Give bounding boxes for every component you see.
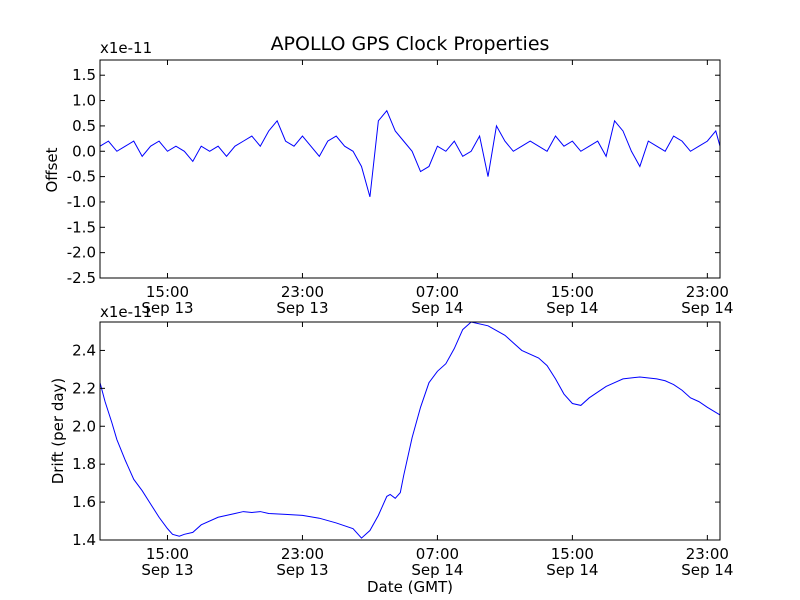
drift-x-tick-time-label: 07:00 [416,545,459,563]
offset-panel: APOLLO GPS Clock Properties x1e-11 Offse… [43,33,733,317]
offset-x-tick-date-label: Sep 14 [411,299,463,317]
offset-series-line [99,109,721,198]
drift-x-tick-date-label: Sep 14 [546,561,598,579]
offset-y-tick-label: -2.5 [67,269,96,287]
offset-x-tick-time-label: 23:00 [281,283,324,301]
offset-x-tick-date-label: Sep 14 [681,299,733,317]
drift-y-tick-label: 1.8 [72,455,96,473]
drift-x-tick-time-label: 23:00 [281,545,324,563]
drift-y-tick-label: 2.0 [72,417,96,435]
offset-plot-area: -2.5-2.0-1.5-1.0-0.50.00.51.01.515:00Sep… [67,59,733,317]
offset-y-tick-label: -2.0 [67,244,96,262]
drift-x-tick-date-label: Sep 13 [276,561,328,579]
offset-ticks: -2.5-2.0-1.5-1.0-0.50.00.51.01.515:00Sep… [67,60,733,317]
offset-y-tick-label: 1.0 [72,92,96,110]
chart-title: APOLLO GPS Clock Properties [271,33,550,55]
drift-y-tick-label: 2.4 [72,341,96,359]
drift-y-tick-label: 1.6 [72,493,96,511]
offset-x-tick-time-label: 23:00 [686,283,729,301]
offset-y-tick-label: -0.5 [67,168,96,186]
offset-y-axis-label: Offset [43,147,61,192]
offset-x-tick-time-label: 15:00 [146,283,189,301]
drift-scale-label: x1e-11 [100,303,152,321]
drift-x-tick-date-label: Sep 14 [411,561,463,579]
offset-x-tick-date-label: Sep 13 [276,299,328,317]
drift-x-tick-time-label: 23:00 [686,545,729,563]
offset-y-tick-label: -1.5 [67,218,96,236]
drift-plot-frame [99,321,721,541]
drift-panel: x1e-11 Drift (per day) Date (GMT) 1.4 1.6… [49,303,733,596]
offset-scale-label: x1e-11 [100,39,152,57]
drift-x-tick-date-label: Sep 13 [141,561,193,579]
offset-x-tick-time-label: 07:00 [416,283,459,301]
drift-x-tick-time-label: 15:00 [146,545,189,563]
offset-y-tick-label: 1.5 [72,66,96,84]
drift-y-axis-label: Drift (per day) [49,378,67,485]
drift-series-line [99,321,721,539]
offset-x-tick-date-label: Sep 14 [546,299,598,317]
drift-x-tick-date-label: Sep 14 [681,561,733,579]
offset-plot-frame [99,59,721,279]
offset-y-tick-label: 0.0 [72,142,96,160]
offset-y-tick-label: -1.0 [67,193,96,211]
drift-y-tick-label: 1.4 [72,531,96,549]
offset-y-tick-label: 0.5 [72,117,96,135]
offset-x-tick-time-label: 15:00 [551,283,594,301]
drift-x-tick-time-label: 15:00 [551,545,594,563]
drift-x-axis-label: Date (GMT) [367,578,453,596]
offset-x-tick-date-label: Sep 13 [141,299,193,317]
drift-y-tick-label: 2.2 [72,379,96,397]
